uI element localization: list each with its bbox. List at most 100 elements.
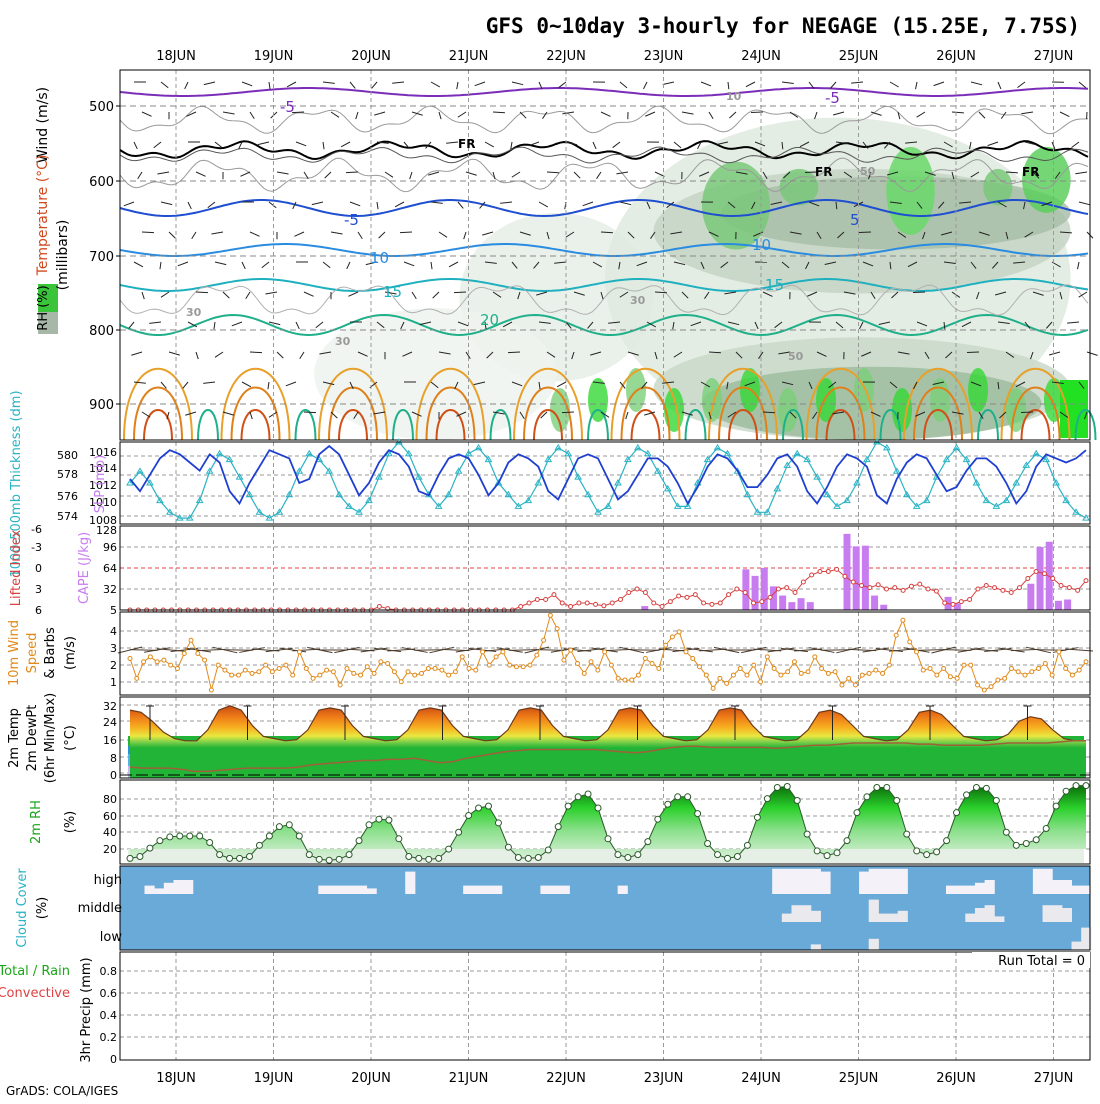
tick-label: 0 [35, 562, 42, 575]
rh-line-point [625, 854, 631, 860]
lifted-index-line-point [760, 600, 764, 604]
rh-line-point [1023, 840, 1029, 846]
date-label-bottom: 18JUN [156, 1071, 196, 1086]
lifted-index-line-point [652, 601, 656, 605]
ylabel-temp: 2m Temp [7, 708, 22, 768]
lifted-index-line-point [801, 580, 805, 584]
lifted-index-line-point [909, 584, 913, 588]
cloud-cell-high [1062, 880, 1072, 894]
wind-speed-line-point [182, 652, 186, 656]
cloud-cell-high [878, 869, 888, 894]
wind-speed-line-point [874, 668, 878, 672]
rh-line-point [306, 852, 312, 858]
wind-speed-line-point [901, 618, 905, 622]
rh-line-point [336, 856, 342, 862]
wind-speed-line-point [759, 680, 763, 684]
date-label-bottom: 21JUN [449, 1071, 489, 1086]
wind-speed-line-point [969, 663, 973, 667]
cloud-cell-high [1072, 886, 1082, 894]
date-label-bottom: 20JUN [351, 1071, 391, 1086]
lifted-index-line-point [951, 602, 955, 606]
wind-speed-line-point [399, 680, 403, 684]
wind-speed-line-point [704, 673, 708, 677]
rh-line-point [993, 798, 999, 804]
rh-line-point [456, 829, 462, 835]
wind-speed-line-point [433, 666, 437, 670]
rh-line-point [525, 855, 531, 861]
wind-speed-line-point [650, 661, 654, 665]
rh-line-point [386, 817, 392, 823]
rh-line-point [595, 805, 601, 811]
wind-speed-line-point [860, 673, 864, 677]
wind-speed-line-point [955, 676, 959, 680]
cloud-cell-high [869, 869, 879, 894]
lifted-index-line-point [793, 591, 797, 595]
ylabel-precip-convective: Convective [0, 986, 70, 1001]
contour-label: 30 [630, 294, 646, 307]
wind-speed-line-point [765, 655, 769, 659]
wind-speed-line-point [562, 658, 566, 662]
wind-speed-line-point [1003, 676, 1007, 680]
lifted-index-line-point [818, 570, 822, 574]
cloud-cell-high [173, 880, 183, 894]
rh-line-point [834, 850, 840, 856]
cloud-cell-low [1072, 942, 1082, 950]
cloud-cell-high [1052, 880, 1062, 894]
lifted-index-line-point [602, 604, 606, 608]
wind-speed-line-point [637, 673, 641, 677]
wind-speed-line-point [420, 671, 424, 675]
wind-speed-line-point [1037, 666, 1041, 670]
tick-label: -3 [31, 541, 42, 554]
lifted-index-line-point [552, 593, 556, 597]
panel-background [120, 442, 1090, 524]
wind-speed-line-point [806, 670, 810, 674]
wind-speed-line-point [209, 688, 213, 692]
wind-speed-line-point [535, 653, 539, 657]
wind-speed-line-point [372, 671, 376, 675]
lifted-index-line-point [577, 601, 581, 605]
lifted-index-line-point [727, 593, 731, 597]
contour-label: 10 [752, 236, 771, 254]
cape-bar [788, 602, 795, 610]
wind-speed-line-point [318, 673, 322, 677]
lifted-index-line-point [1067, 586, 1071, 590]
lifted-index-line-point [860, 584, 864, 588]
pressure-tick-label: 800 [89, 324, 114, 339]
cape-bar [862, 546, 869, 610]
cloud-cell-middle [898, 911, 908, 922]
contour-label: 10 [370, 249, 389, 267]
wind-speed-line-point [1077, 668, 1081, 672]
lifted-index-line-point [901, 588, 905, 592]
cloud-cell-high [144, 886, 154, 894]
wind-speed-line-point [630, 678, 634, 682]
rh-line-point [1083, 783, 1089, 789]
lifted-index-line-point [1084, 579, 1088, 583]
cloud-cell-high [154, 888, 164, 894]
rh-line-point [874, 784, 880, 790]
rh-line-point [1043, 826, 1049, 832]
wind-speed-line-point [779, 673, 783, 677]
wind-speed-line-point [291, 673, 295, 677]
wind-speed-line-point [426, 666, 430, 670]
wind-speed-line-point [881, 671, 885, 675]
rh-line-point [705, 840, 711, 846]
date-label-top: 19JUN [254, 49, 294, 64]
cloud-cell-high [956, 886, 966, 894]
lifted-index-line-point [710, 602, 714, 606]
ylabel-wind-barbs: & Barbs [43, 627, 58, 679]
cloud-cell-high [965, 886, 975, 894]
lifted-index-line-point [884, 587, 888, 591]
wind-speed-line-point [175, 666, 179, 670]
wind-speed-line-point [460, 655, 464, 659]
lifted-index-line-point [826, 570, 830, 574]
wind-speed-line-point [887, 663, 891, 667]
cloud-cell-low [811, 944, 821, 950]
y-axis-labels: Wind (m/s)Temperature (°C)RH (%)(milliba… [0, 87, 108, 1063]
rh-line-point [466, 812, 472, 818]
date-label-top: 26JUN [936, 49, 976, 64]
lifted-index-line-point [1026, 577, 1030, 581]
cloud-cell-high [985, 880, 995, 894]
tick-label: 578 [57, 468, 78, 481]
